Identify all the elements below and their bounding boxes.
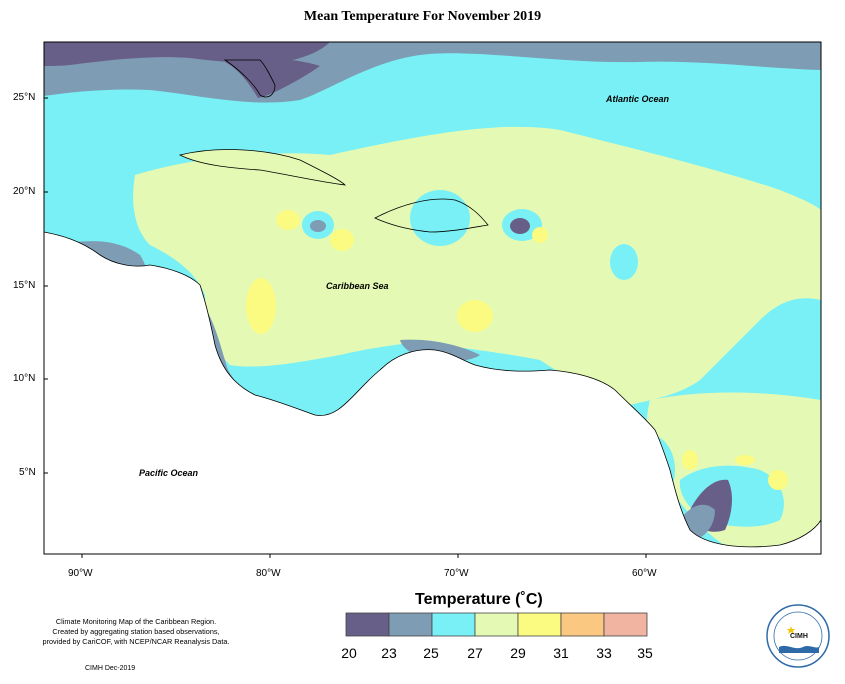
land-hispaniola [374, 198, 489, 233]
legend-bin-31-33 [560, 612, 605, 637]
zone-29-31-e [532, 227, 548, 243]
zone-29-31-d [457, 300, 493, 332]
lat-label-25: 25°N [13, 92, 36, 103]
map-frame [43, 41, 822, 555]
legend-label-31: 31 [553, 645, 569, 661]
legend-label-29: 29 [510, 645, 526, 661]
logo-text: CIMH [790, 633, 808, 640]
zone-29-31-h [735, 455, 755, 465]
footnote-line: Climate Monitoring Map of the Caribbean … [55, 617, 217, 626]
legend-bin-33-35 [603, 612, 648, 637]
legend-bin-25-27 [431, 612, 476, 637]
legend-label-27: 27 [467, 645, 483, 661]
zone-29-31-g [768, 470, 788, 490]
legend-label-25: 25 [423, 645, 439, 661]
lat-label-5: 5°N [19, 467, 36, 478]
legend-label-20: 20 [341, 645, 357, 661]
zone-20-23-puertorico [510, 218, 530, 234]
zone-25-27-lesser [610, 244, 638, 280]
ocean-label-caribbean: Caribbean Sea [326, 281, 389, 291]
legend-bin-23-25 [388, 612, 433, 637]
legend-bin-29-31 [517, 612, 562, 637]
zone-25-27-hispaniola [410, 190, 470, 246]
zone-27-29-main [133, 126, 821, 405]
zone-29-31-f [682, 450, 698, 470]
legend-label-23: 23 [381, 645, 397, 661]
zone-20-23-florida [225, 58, 320, 98]
zone-29-31-b [330, 229, 354, 251]
lon-label-80: 80°W [256, 568, 281, 579]
lat-label-20: 20°N [13, 186, 36, 197]
land-central-america [44, 231, 821, 554]
footnote-line: provided by CariCOF, with NCEP/NCAR Rean… [42, 637, 230, 646]
sun-icon [787, 626, 795, 634]
ocean-label-atlantic: Atlantic Ocean [606, 94, 670, 104]
footnote: Climate Monitoring Map of the Caribbean … [6, 617, 266, 647]
cimh-logo [766, 604, 830, 668]
wave-icon [779, 645, 819, 653]
lat-label-10: 10°N [13, 373, 36, 384]
legend-label-35: 35 [637, 645, 653, 661]
legend-label-33: 33 [596, 645, 612, 661]
footnote-credit: CIMH Dec-2019 [85, 665, 136, 672]
lat-ticks [44, 97, 647, 558]
legend-title: Temperature (˚C) [415, 591, 543, 608]
lon-label-60: 60°W [632, 568, 657, 579]
legend-bin-27-29 [474, 612, 519, 637]
land-florida [223, 59, 276, 98]
ocean-label-pacific: Pacific Ocean [139, 468, 199, 478]
lon-label-70: 70°W [444, 568, 469, 579]
lat-label-15: 15°N [13, 280, 36, 291]
zone-23-25-jamaica [310, 220, 326, 232]
zone-29-31-c [246, 278, 276, 334]
map-title: Mean Temperature For November 2019 [303, 9, 542, 24]
zone-29-31-a [276, 210, 300, 230]
legend-colorbar [345, 612, 648, 637]
lon-label-90: 90°W [68, 568, 93, 579]
footnote-line: Created by aggregating station based obs… [52, 627, 220, 636]
land-cuba [178, 149, 347, 186]
zone-23-25-panama [195, 300, 262, 408]
legend-bin-20-23 [345, 612, 390, 637]
